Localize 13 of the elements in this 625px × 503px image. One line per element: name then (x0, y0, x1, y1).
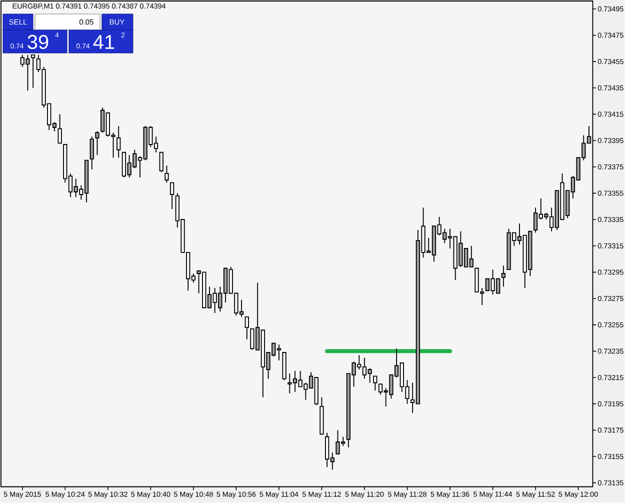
candlestick (244, 316, 249, 340)
candlestick (373, 376, 378, 392)
candlestick (58, 114, 62, 144)
candlestick (501, 265, 506, 288)
candlestick (159, 152, 164, 173)
candlestick (90, 136, 94, 170)
candlestick (116, 126, 121, 158)
candlestick (164, 165, 169, 184)
annotation: 39 (28, 35, 48, 50)
candlestick (95, 130, 100, 156)
candlestick (170, 182, 174, 210)
annotation: 41 (93, 35, 114, 49)
candlestick (31, 54, 36, 88)
